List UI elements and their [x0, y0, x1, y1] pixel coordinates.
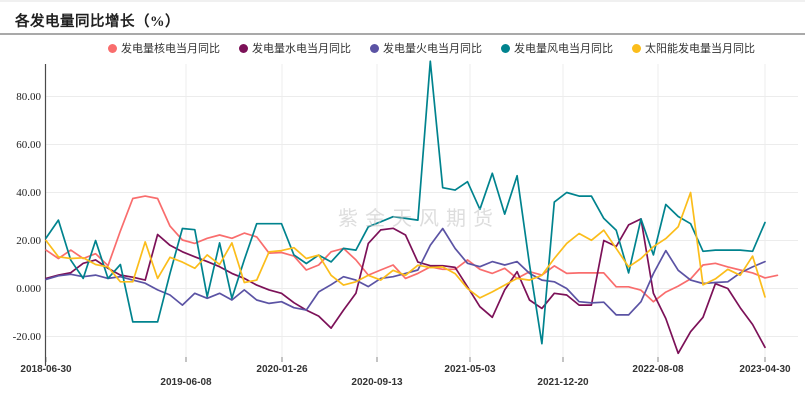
- y-tick-label: 60.00: [16, 138, 41, 151]
- x-tick-label: 2023-04-30: [739, 364, 791, 375]
- y-tick-label: -20.00: [12, 330, 41, 343]
- title-divider: [0, 33, 805, 35]
- legend-label-thermal: 发电量火电当月同比: [383, 43, 482, 55]
- legend-dot-thermal: [370, 43, 379, 53]
- y-tick-label: 40.00: [16, 186, 41, 199]
- legend-item-nuclear[interactable]: 发电量核电当月同比: [108, 40, 220, 56]
- legend-dot-solar: [632, 43, 641, 53]
- series-line-solar: [45, 191, 766, 299]
- legend-label-solar: 太阳能发电量当月同比: [645, 43, 755, 55]
- legend-label-hydro: 发电量水电当月同比: [252, 43, 351, 55]
- x-tick-label: 2021-12-20: [537, 377, 589, 388]
- legend-dot-hydro: [239, 43, 248, 53]
- y-tick-label: 0.000: [16, 282, 41, 295]
- legend: 发电量核电当月同比 发电量水电当月同比 发电量火电当月同比 发电量风电当月同比 太阳能发…: [108, 40, 755, 56]
- series-line-wind: [45, 60, 766, 345]
- x-tick-label: 2021-05-03: [444, 364, 496, 375]
- legend-dot-nuclear: [108, 43, 117, 53]
- x-tick-label: 2018-06-30: [20, 364, 72, 375]
- x-tick-label: 2022-08-08: [632, 364, 684, 375]
- legend-label-nuclear: 发电量核电当月同比: [121, 43, 220, 55]
- legend-item-hydro[interactable]: 发电量水电当月同比: [239, 40, 351, 56]
- series-line-hydro: [45, 218, 766, 355]
- x-tick-label: 2020-01-26: [256, 364, 308, 375]
- x-tick-label: 2019-06-08: [160, 377, 212, 388]
- legend-label-wind: 发电量风电当月同比: [514, 43, 613, 55]
- legend-item-solar[interactable]: 太阳能发电量当月同比: [632, 40, 755, 56]
- legend-item-thermal[interactable]: 发电量火电当月同比: [370, 40, 482, 56]
- y-tick-label: 20.00: [16, 234, 41, 247]
- top-border: [0, 0, 805, 2]
- series-line-nuclear: [45, 195, 779, 303]
- series-line-thermal: [45, 227, 766, 316]
- legend-item-wind[interactable]: 发电量风电当月同比: [501, 40, 613, 56]
- x-tick-label: 2020-09-13: [351, 377, 403, 388]
- page-title: 各发电量同比增长（%）: [15, 14, 180, 30]
- y-tick-label: 80.00: [16, 90, 41, 103]
- legend-dot-wind: [501, 43, 510, 53]
